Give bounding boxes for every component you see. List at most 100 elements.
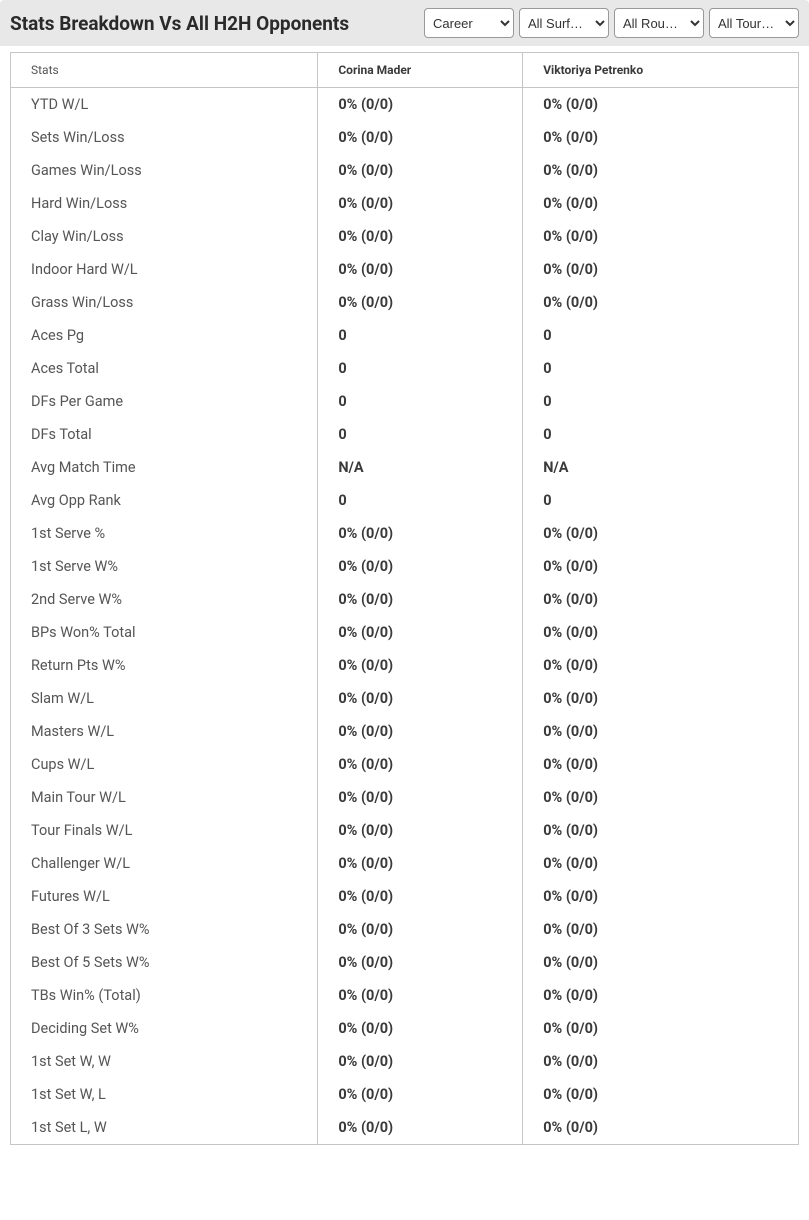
table-row: Challenger W/L0% (0/0)0% (0/0)	[11, 847, 799, 880]
stat-value-player1: 0	[318, 385, 523, 418]
col-header-player1: Corina Mader	[318, 53, 523, 88]
stat-label: Avg Opp Rank	[11, 484, 318, 517]
stat-value-player1: 0% (0/0)	[318, 1012, 523, 1045]
table-row: Deciding Set W%0% (0/0)0% (0/0)	[11, 1012, 799, 1045]
table-row: Futures W/L0% (0/0)0% (0/0)	[11, 880, 799, 913]
table-row: Aces Pg00	[11, 319, 799, 352]
stat-value-player1: 0% (0/0)	[318, 1045, 523, 1078]
career-select[interactable]: Career	[424, 8, 514, 38]
stat-value-player2: 0% (0/0)	[523, 715, 799, 748]
stat-label: Deciding Set W%	[11, 1012, 318, 1045]
stat-value-player2: 0% (0/0)	[523, 979, 799, 1012]
stat-value-player2: 0% (0/0)	[523, 517, 799, 550]
stat-value-player2: 0% (0/0)	[523, 847, 799, 880]
stat-label: Cups W/L	[11, 748, 318, 781]
table-row: Avg Match TimeN/AN/A	[11, 451, 799, 484]
surface-select[interactable]: All Surf…	[519, 8, 609, 38]
filter-selects: Career All Surf… All Rou… All Tour…	[424, 8, 799, 38]
stat-value-player1: 0% (0/0)	[318, 847, 523, 880]
stat-value-player2: 0% (0/0)	[523, 946, 799, 979]
table-row: 1st Set W, W0% (0/0)0% (0/0)	[11, 1045, 799, 1078]
table-row: Slam W/L0% (0/0)0% (0/0)	[11, 682, 799, 715]
stat-value-player1: 0% (0/0)	[318, 220, 523, 253]
stat-label: Aces Pg	[11, 319, 318, 352]
table-row: Cups W/L0% (0/0)0% (0/0)	[11, 748, 799, 781]
table-row: Grass Win/Loss0% (0/0)0% (0/0)	[11, 286, 799, 319]
table-row: Return Pts W%0% (0/0)0% (0/0)	[11, 649, 799, 682]
stat-value-player2: 0% (0/0)	[523, 220, 799, 253]
stat-value-player1: 0% (0/0)	[318, 1078, 523, 1111]
stat-value-player1: 0	[318, 352, 523, 385]
stat-label: 1st Serve %	[11, 517, 318, 550]
stat-value-player2: 0% (0/0)	[523, 1078, 799, 1111]
stat-label: 1st Set W, W	[11, 1045, 318, 1078]
stat-value-player2: 0	[523, 418, 799, 451]
stat-label: YTD W/L	[11, 88, 318, 122]
table-row: 1st Set L, W0% (0/0)0% (0/0)	[11, 1111, 799, 1145]
table-header-row: Stats Corina Mader Viktoriya Petrenko	[11, 53, 799, 88]
stat-label: Aces Total	[11, 352, 318, 385]
stat-value-player2: 0% (0/0)	[523, 649, 799, 682]
stat-label: Grass Win/Loss	[11, 286, 318, 319]
stat-value-player1: 0% (0/0)	[318, 154, 523, 187]
stat-label: 1st Set L, W	[11, 1111, 318, 1145]
stats-table: Stats Corina Mader Viktoriya Petrenko YT…	[10, 52, 799, 1145]
stat-label: Masters W/L	[11, 715, 318, 748]
stat-value-player1: 0% (0/0)	[318, 781, 523, 814]
stat-value-player2: 0% (0/0)	[523, 253, 799, 286]
stat-value-player2: 0% (0/0)	[523, 1012, 799, 1045]
stat-value-player2: 0	[523, 319, 799, 352]
stat-value-player1: 0% (0/0)	[318, 88, 523, 122]
stat-value-player1: 0% (0/0)	[318, 286, 523, 319]
round-select[interactable]: All Rou…	[614, 8, 704, 38]
table-row: Main Tour W/L0% (0/0)0% (0/0)	[11, 781, 799, 814]
stat-label: TBs Win% (Total)	[11, 979, 318, 1012]
stat-value-player2: 0	[523, 352, 799, 385]
col-header-player2: Viktoriya Petrenko	[523, 53, 799, 88]
stat-label: Clay Win/Loss	[11, 220, 318, 253]
stat-value-player2: 0	[523, 385, 799, 418]
stat-value-player2: 0% (0/0)	[523, 814, 799, 847]
tour-select[interactable]: All Tour…	[709, 8, 799, 38]
table-row: 2nd Serve W%0% (0/0)0% (0/0)	[11, 583, 799, 616]
stat-value-player2: 0% (0/0)	[523, 88, 799, 122]
stat-value-player1: 0% (0/0)	[318, 121, 523, 154]
table-row: Masters W/L0% (0/0)0% (0/0)	[11, 715, 799, 748]
stat-label: Games Win/Loss	[11, 154, 318, 187]
table-row: Clay Win/Loss0% (0/0)0% (0/0)	[11, 220, 799, 253]
table-row: Avg Opp Rank00	[11, 484, 799, 517]
stat-label: Best Of 5 Sets W%	[11, 946, 318, 979]
stat-value-player2: 0% (0/0)	[523, 286, 799, 319]
table-row: BPs Won% Total0% (0/0)0% (0/0)	[11, 616, 799, 649]
stat-value-player2: 0% (0/0)	[523, 187, 799, 220]
page-title: Stats Breakdown Vs All H2H Opponents	[10, 12, 349, 35]
stat-label: Sets Win/Loss	[11, 121, 318, 154]
stat-value-player2: 0% (0/0)	[523, 1111, 799, 1145]
stat-label: Challenger W/L	[11, 847, 318, 880]
stat-label: DFs Total	[11, 418, 318, 451]
stat-value-player2: 0	[523, 484, 799, 517]
stat-value-player1: N/A	[318, 451, 523, 484]
stat-label: DFs Per Game	[11, 385, 318, 418]
stat-value-player1: 0% (0/0)	[318, 253, 523, 286]
stat-value-player1: 0% (0/0)	[318, 814, 523, 847]
stat-value-player1: 0% (0/0)	[318, 682, 523, 715]
stat-label: Futures W/L	[11, 880, 318, 913]
stat-label: 1st Set W, L	[11, 1078, 318, 1111]
stat-value-player1: 0% (0/0)	[318, 550, 523, 583]
stat-value-player1: 0% (0/0)	[318, 517, 523, 550]
table-row: Tour Finals W/L0% (0/0)0% (0/0)	[11, 814, 799, 847]
table-row: DFs Total00	[11, 418, 799, 451]
stat-value-player2: 0% (0/0)	[523, 616, 799, 649]
table-row: 1st Serve W%0% (0/0)0% (0/0)	[11, 550, 799, 583]
stat-value-player2: 0% (0/0)	[523, 583, 799, 616]
stat-value-player1: 0% (0/0)	[318, 748, 523, 781]
table-row: Indoor Hard W/L0% (0/0)0% (0/0)	[11, 253, 799, 286]
table-row: Games Win/Loss0% (0/0)0% (0/0)	[11, 154, 799, 187]
stat-value-player2: 0% (0/0)	[523, 154, 799, 187]
header-bar: Stats Breakdown Vs All H2H Opponents Car…	[0, 0, 809, 46]
stat-label: Return Pts W%	[11, 649, 318, 682]
stat-value-player1: 0% (0/0)	[318, 946, 523, 979]
table-row: Best Of 3 Sets W%0% (0/0)0% (0/0)	[11, 913, 799, 946]
stat-value-player2: 0% (0/0)	[523, 913, 799, 946]
